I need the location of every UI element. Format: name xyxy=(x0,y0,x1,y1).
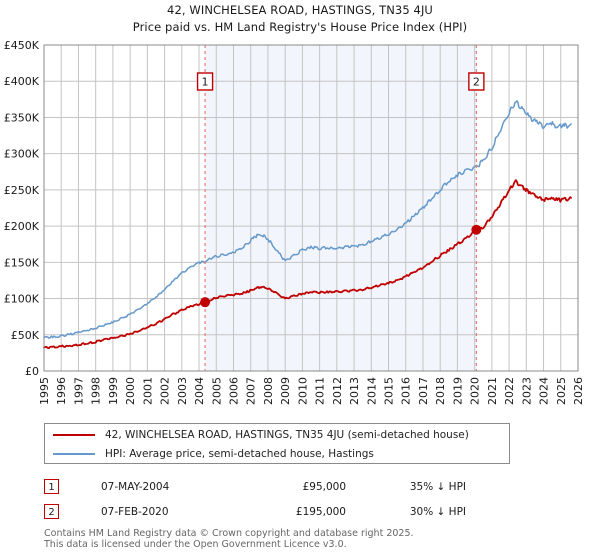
transaction-hpi-delta: 35% ↓ HPI xyxy=(409,480,466,493)
svg-text:1999: 1999 xyxy=(107,377,120,405)
transaction-price: £95,000 xyxy=(302,480,346,493)
svg-text:1998: 1998 xyxy=(90,377,103,405)
footer-copyright-line: Contains HM Land Registry data © Crown c… xyxy=(44,528,414,539)
footer-licence-line: This data is licensed under the Open Gov… xyxy=(44,539,347,550)
y-axis-tick-labels: £0 £50K £100K £150K £200K £250K £300K £350K £400… xyxy=(4,39,40,378)
svg-text:£450K: £450K xyxy=(4,39,40,52)
svg-text:£100K: £100K xyxy=(4,293,40,306)
svg-text:2: 2 xyxy=(473,76,480,89)
svg-text:2000: 2000 xyxy=(124,377,137,405)
table-row: 1 07-MAY-2004 £95,000 35% ↓ HPI xyxy=(44,474,514,499)
plot-background xyxy=(44,45,578,371)
transaction-index-badge: 2 xyxy=(44,504,59,519)
footer-attribution: Contains HM Land Registry data © Crown c… xyxy=(44,528,564,550)
svg-text:2002: 2002 xyxy=(159,377,172,405)
svg-text:2011: 2011 xyxy=(314,377,327,405)
svg-text:2001: 2001 xyxy=(141,377,154,405)
svg-text:1996: 1996 xyxy=(55,377,68,405)
svg-text:2020: 2020 xyxy=(469,377,482,405)
svg-text:2016: 2016 xyxy=(400,377,413,405)
svg-text:1997: 1997 xyxy=(72,377,85,405)
svg-text:2026: 2026 xyxy=(572,377,585,405)
transaction-table: 1 07-MAY-2004 £95,000 35% ↓ HPI 2 07-FEB… xyxy=(44,474,514,524)
chart-legend: 42, WINCHELSEA ROAD, HASTINGS, TN35 4JU … xyxy=(44,423,510,464)
svg-text:£250K: £250K xyxy=(4,184,40,197)
svg-text:2017: 2017 xyxy=(417,377,430,405)
svg-text:2003: 2003 xyxy=(176,377,189,405)
transaction-date: 07-FEB-2020 xyxy=(101,505,169,518)
chart-plot-area: £0 £50K £100K £150K £200K £250K £300K £350K £400… xyxy=(4,39,585,405)
svg-text:2012: 2012 xyxy=(331,377,344,405)
svg-text:2009: 2009 xyxy=(279,377,292,405)
x-axis-tick-labels: 1995 1996 1997 1998 1999 2000 2001 2002 2003 2004… xyxy=(38,377,585,405)
svg-text:1995: 1995 xyxy=(38,377,51,405)
svg-text:2004: 2004 xyxy=(193,377,206,405)
svg-text:2006: 2006 xyxy=(227,377,240,405)
svg-text:2007: 2007 xyxy=(245,377,258,405)
svg-text:2024: 2024 xyxy=(538,377,551,405)
data-series-lines xyxy=(43,100,573,350)
svg-text:2022: 2022 xyxy=(503,377,516,405)
legend-color-swatch-hpi xyxy=(53,452,95,455)
svg-text:£350K: £350K xyxy=(4,111,40,124)
svg-text:£400K: £400K xyxy=(4,75,40,88)
transaction-index-badge: 1 xyxy=(44,479,59,494)
page-title: 42, WINCHELSEA ROAD, HASTINGS, TN35 4JU … xyxy=(0,2,600,36)
title-line-subtitle: Price paid vs. HM Land Registry's House … xyxy=(132,20,468,34)
svg-text:£150K: £150K xyxy=(4,256,40,269)
transaction-date: 07-MAY-2004 xyxy=(101,480,170,493)
table-row: 2 07-FEB-2020 £195,000 30% ↓ HPI xyxy=(44,499,514,524)
svg-text:£300K: £300K xyxy=(4,148,40,161)
legend-item-hpi: HPI: Average price, semi-detached house,… xyxy=(45,444,509,463)
legend-label-hpi: HPI: Average price, semi-detached house,… xyxy=(105,447,374,460)
title-line-address: 42, WINCHELSEA ROAD, HASTINGS, TN35 4JU xyxy=(167,3,433,17)
svg-text:2023: 2023 xyxy=(520,377,533,405)
svg-text:2013: 2013 xyxy=(348,377,361,405)
svg-text:2019: 2019 xyxy=(451,377,464,405)
svg-text:£200K: £200K xyxy=(4,220,40,233)
svg-text:2010: 2010 xyxy=(296,377,309,405)
svg-text:2015: 2015 xyxy=(383,377,396,405)
svg-text:2021: 2021 xyxy=(486,377,499,405)
svg-text:2025: 2025 xyxy=(555,377,568,405)
svg-text:2014: 2014 xyxy=(365,377,378,405)
svg-text:2018: 2018 xyxy=(434,377,447,405)
legend-color-swatch-property xyxy=(53,433,95,436)
legend-label-property: 42, WINCHELSEA ROAD, HASTINGS, TN35 4JU … xyxy=(105,428,469,441)
legend-item-property: 42, WINCHELSEA ROAD, HASTINGS, TN35 4JU … xyxy=(45,425,509,444)
transaction-price: £195,000 xyxy=(295,505,346,518)
svg-text:2008: 2008 xyxy=(262,377,275,405)
svg-text:£50K: £50K xyxy=(11,329,40,342)
svg-text:2005: 2005 xyxy=(210,377,223,405)
svg-text:1: 1 xyxy=(202,76,209,89)
svg-text:£0: £0 xyxy=(25,365,39,378)
transaction-hpi-delta: 30% ↓ HPI xyxy=(409,505,466,518)
